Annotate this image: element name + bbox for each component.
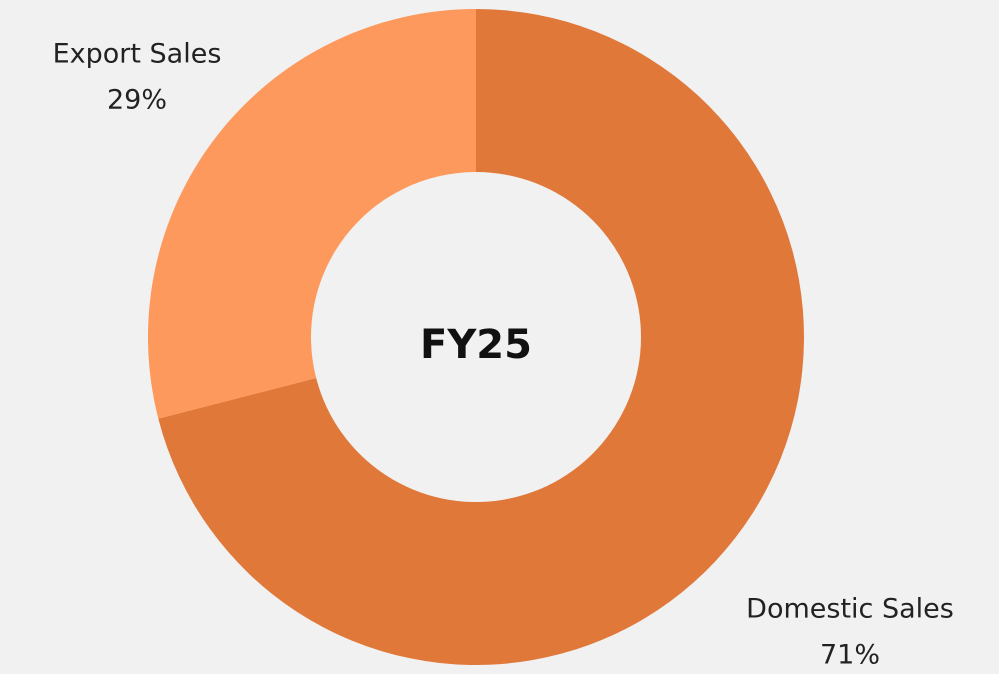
slice-value-label: 29%	[107, 85, 167, 116]
slice-label: Domestic Sales	[746, 594, 954, 625]
slice-label: Export Sales	[53, 39, 222, 70]
slice-value-label: 71%	[820, 640, 880, 671]
donut-slice	[147, 9, 476, 419]
donut-slice	[158, 9, 805, 665]
center-label: FY25	[420, 322, 532, 368]
